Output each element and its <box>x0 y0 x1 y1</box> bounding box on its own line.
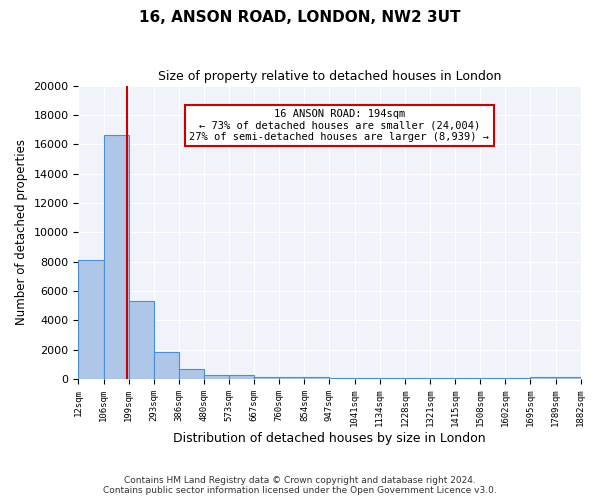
Bar <box>530 377 556 379</box>
Bar <box>380 378 405 379</box>
Bar <box>304 378 329 379</box>
Bar <box>355 378 380 379</box>
Bar <box>104 136 128 379</box>
Bar <box>179 369 204 379</box>
Bar <box>279 377 304 379</box>
Title: Size of property relative to detached houses in London: Size of property relative to detached ho… <box>158 70 501 83</box>
Text: Contains HM Land Registry data © Crown copyright and database right 2024.
Contai: Contains HM Land Registry data © Crown c… <box>103 476 497 495</box>
Bar <box>505 378 530 379</box>
Y-axis label: Number of detached properties: Number of detached properties <box>15 140 28 326</box>
Bar <box>405 378 430 379</box>
Bar <box>480 378 505 379</box>
Bar <box>128 302 154 379</box>
Bar <box>204 374 229 379</box>
Text: 16 ANSON ROAD: 194sqm
← 73% of detached houses are smaller (24,004)
27% of semi-: 16 ANSON ROAD: 194sqm ← 73% of detached … <box>190 109 490 142</box>
Bar <box>154 352 179 379</box>
Bar <box>556 376 581 379</box>
Bar <box>455 378 480 379</box>
Bar <box>329 378 355 379</box>
Bar <box>229 376 254 379</box>
Text: 16, ANSON ROAD, LONDON, NW2 3UT: 16, ANSON ROAD, LONDON, NW2 3UT <box>139 10 461 25</box>
Bar <box>79 260 104 379</box>
Bar <box>254 377 279 379</box>
Bar <box>430 378 455 379</box>
X-axis label: Distribution of detached houses by size in London: Distribution of detached houses by size … <box>173 432 486 445</box>
